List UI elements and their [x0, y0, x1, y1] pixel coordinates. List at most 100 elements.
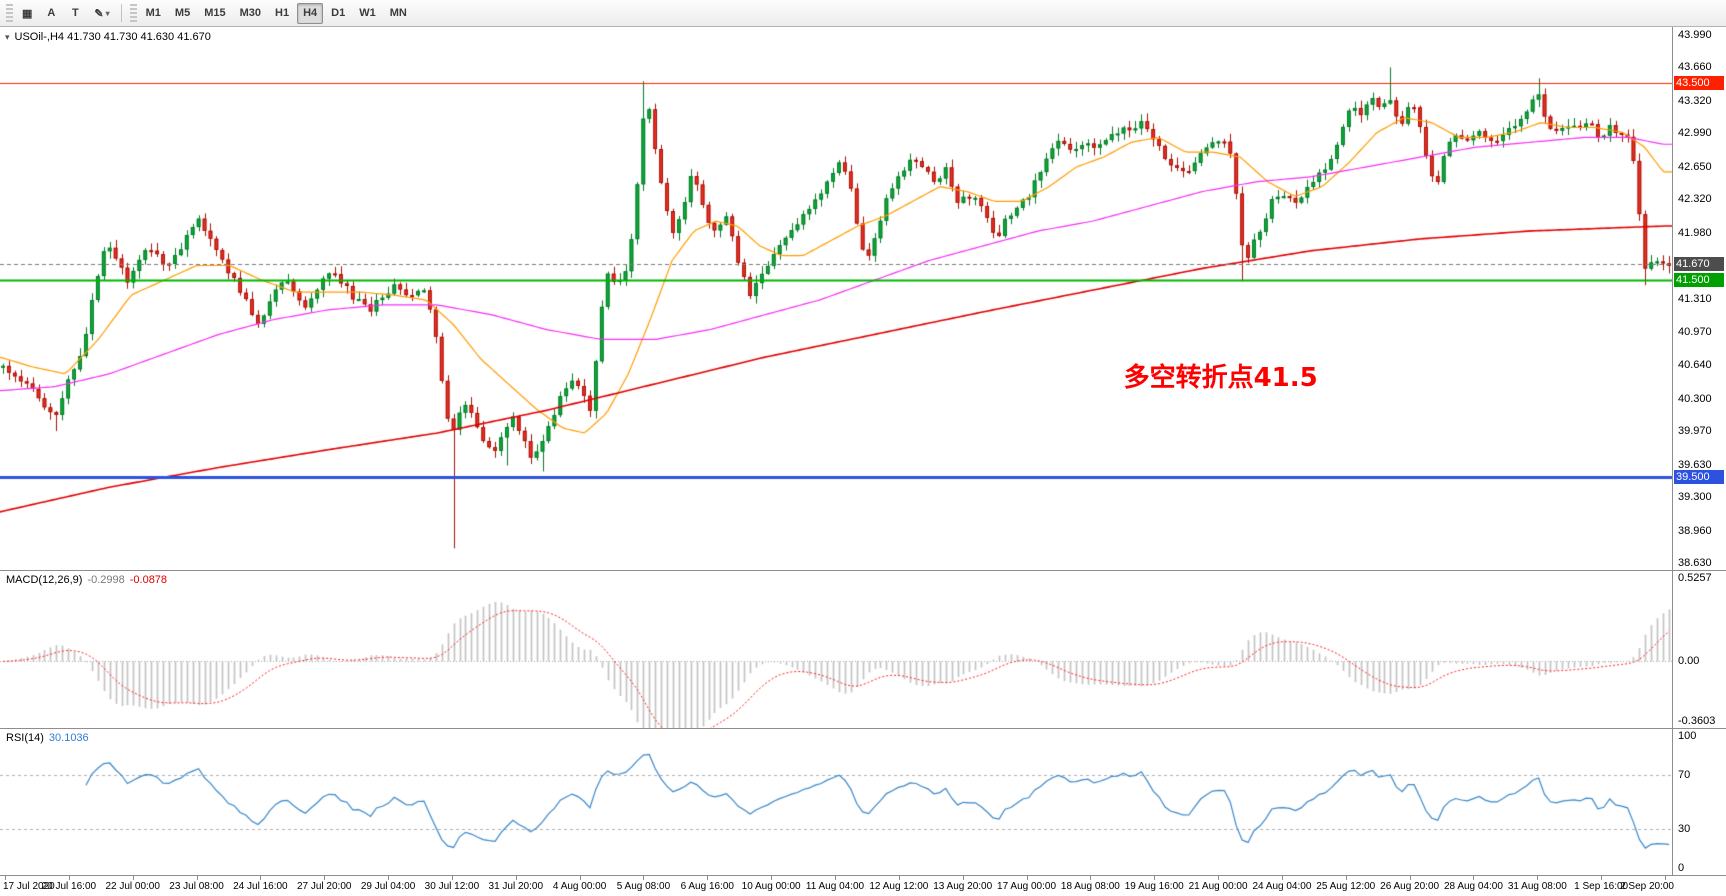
date-label: 31 Jul 20:00 — [488, 881, 544, 892]
date-label: 19 Aug 16:00 — [1124, 881, 1184, 892]
macd-canvas[interactable] — [0, 571, 1672, 728]
macd-tick-label: 0.00 — [1678, 655, 1700, 668]
main-price-canvas[interactable] — [0, 27, 1672, 570]
date-tick — [1218, 876, 1220, 880]
timeframe-m5-button[interactable]: M5 — [174, 7, 191, 19]
rsi-label: RSI(14) 30.1036 — [6, 732, 89, 744]
rsi-value: 30.1036 — [48, 732, 89, 744]
price-axis[interactable]: 43.990 43.660 43.320 42.990 42.650 42.320 41.9… — [1672, 27, 1726, 570]
date-label: 1 Sep 16:00 — [1574, 881, 1629, 892]
date-tick — [1409, 876, 1411, 880]
date-label: 17 Aug 00:00 — [997, 881, 1057, 892]
date-tick — [1154, 876, 1156, 880]
date-label: 21 Aug 00:00 — [1188, 881, 1248, 892]
date-tick — [1090, 876, 1092, 880]
price-tick-label: 38.630 — [1678, 557, 1712, 570]
date-tick — [324, 876, 326, 880]
timeframe-h1-button[interactable]: H1 — [275, 7, 290, 19]
macd-axis[interactable]: 0.5257 0.00 -0.3603 — [1672, 571, 1726, 728]
price-tick-label: 39.970 — [1678, 425, 1712, 438]
date-label: 12 Aug 12:00 — [869, 881, 929, 892]
macd-tick-label: -0.3603 — [1678, 714, 1716, 727]
date-label: 27 Jul 20:00 — [296, 881, 352, 892]
date-tick — [771, 876, 773, 880]
rsi-tick-label: 0 — [1678, 862, 1685, 874]
date-tick — [1601, 876, 1603, 880]
toolbar-grip-timeframes[interactable] — [129, 4, 137, 22]
price-tick-label: 41.980 — [1678, 226, 1712, 239]
date-tick — [1473, 876, 1475, 880]
price-tick-label: 42.650 — [1678, 160, 1712, 173]
price-tick-label: 40.640 — [1678, 359, 1712, 372]
rsi-canvas[interactable] — [0, 729, 1672, 875]
timeframe-h4-button[interactable]: H4 — [297, 2, 324, 24]
date-label: 31 Aug 08:00 — [1507, 881, 1567, 892]
date-tick — [1665, 876, 1666, 880]
drawing-tools-button[interactable]: ✎ ▾ — [94, 7, 110, 20]
top-toolbar: ▦ A T ✎ ▾ M1 M5 M15 M30 H1 H4 D1 W1 MN — [0, 0, 1726, 27]
timeframe-toolbar: M1 M5 M15 M30 H1 H4 D1 W1 MN — [140, 2, 413, 24]
date-tick — [451, 876, 453, 880]
date-label: 28 Aug 04:00 — [1443, 881, 1503, 892]
date-tick — [1026, 876, 1028, 880]
date-label: 2 Sep 20:00 — [1620, 881, 1674, 892]
rsi-tick-label: 30 — [1678, 823, 1691, 836]
date-tick — [707, 876, 709, 880]
date-tick — [5, 876, 6, 880]
timeframe-w1-button[interactable]: W1 — [359, 7, 376, 19]
current-price-badge: 41.670 — [1674, 256, 1724, 271]
rsi-tick-label: 100 — [1678, 730, 1697, 742]
macd-label-text: MACD(12,26,9) — [6, 574, 83, 586]
date-tick — [196, 876, 198, 880]
date-tick — [643, 876, 645, 880]
date-label: 22 Jul 00:00 — [105, 881, 160, 892]
windows-grid-button[interactable]: ▦ — [22, 7, 33, 20]
toolbar-left-buttons: ▦ A T ✎ ▾ — [16, 3, 116, 24]
date-label: 26 Aug 20:00 — [1380, 881, 1440, 892]
date-label: 13 Aug 20:00 — [933, 881, 993, 892]
timeframe-mn-button[interactable]: MN — [389, 7, 407, 19]
price-tick-label: 43.660 — [1678, 61, 1712, 74]
rsi-label-text: RSI(14) — [6, 732, 44, 744]
timeframe-m1-button[interactable]: M1 — [145, 7, 161, 19]
date-tick — [898, 876, 900, 880]
macd-panel: 0.5257 0.00 -0.3603 MACD(12,26,9) -0.2998 … — [0, 571, 1726, 729]
price-tick-label: 43.320 — [1678, 94, 1712, 107]
date-label: 18 Aug 08:00 — [1060, 881, 1120, 892]
date-label: 5 Aug 08:00 — [616, 881, 671, 892]
date-label: 4 Aug 00:00 — [552, 881, 607, 892]
main-chart-panel: 43.990 43.660 43.320 42.990 42.650 42.320 41.9… — [0, 27, 1726, 571]
date-tick — [1345, 876, 1347, 880]
chart-collapse-icon[interactable]: ▾ — [5, 31, 10, 42]
text-label-a-button[interactable]: A — [47, 7, 56, 19]
date-axis[interactable]: 17 Jul 2020 20 Jul 16:00 22 Jul 00:00 23 Ju… — [0, 876, 1726, 896]
date-label: 20 Jul 16:00 — [41, 881, 97, 892]
price-tick-label: 39.300 — [1678, 491, 1712, 504]
date-label: 30 Jul 12:00 — [424, 881, 480, 892]
chart-title: ▾ USOil-,H4 41.730 41.730 41.630 41.670 — [5, 31, 211, 43]
hline-price-badge: 39.500 — [1674, 470, 1724, 485]
chart-stack: 43.990 43.660 43.320 42.990 42.650 42.320 41.9… — [0, 27, 1726, 896]
macd-main-value: -0.2998 — [87, 574, 125, 586]
rsi-axis[interactable]: 100 70 30 0 — [1672, 729, 1726, 875]
date-tick — [835, 876, 836, 880]
timeframe-d1-button[interactable]: D1 — [331, 7, 346, 19]
text-tool-t-button[interactable]: T — [72, 7, 79, 19]
macd-signal-value: -0.0878 — [129, 574, 168, 586]
chart-title-text: USOil-,H4 41.730 41.730 41.630 41.670 — [14, 31, 211, 43]
date-label: 24 Aug 04:00 — [1252, 881, 1312, 892]
date-label: 29 Jul 04:00 — [360, 881, 416, 892]
date-tick — [515, 876, 517, 880]
date-tick — [1537, 876, 1539, 880]
date-tick — [68, 876, 70, 880]
date-tick — [388, 876, 390, 880]
chart-annotation-text[interactable]: 多空转折点41.5 — [1123, 363, 1318, 394]
price-tick-label: 40.970 — [1678, 326, 1712, 339]
timeframe-m15-button[interactable]: M15 — [204, 7, 226, 19]
macd-tick-label: 0.5257 — [1678, 572, 1712, 584]
timeframe-m30-button[interactable]: M30 — [239, 7, 262, 19]
hline-price-badge: 43.500 — [1674, 76, 1724, 91]
date-tick — [260, 876, 262, 880]
toolbar-separator — [120, 4, 122, 22]
toolbar-grip[interactable] — [6, 4, 13, 22]
